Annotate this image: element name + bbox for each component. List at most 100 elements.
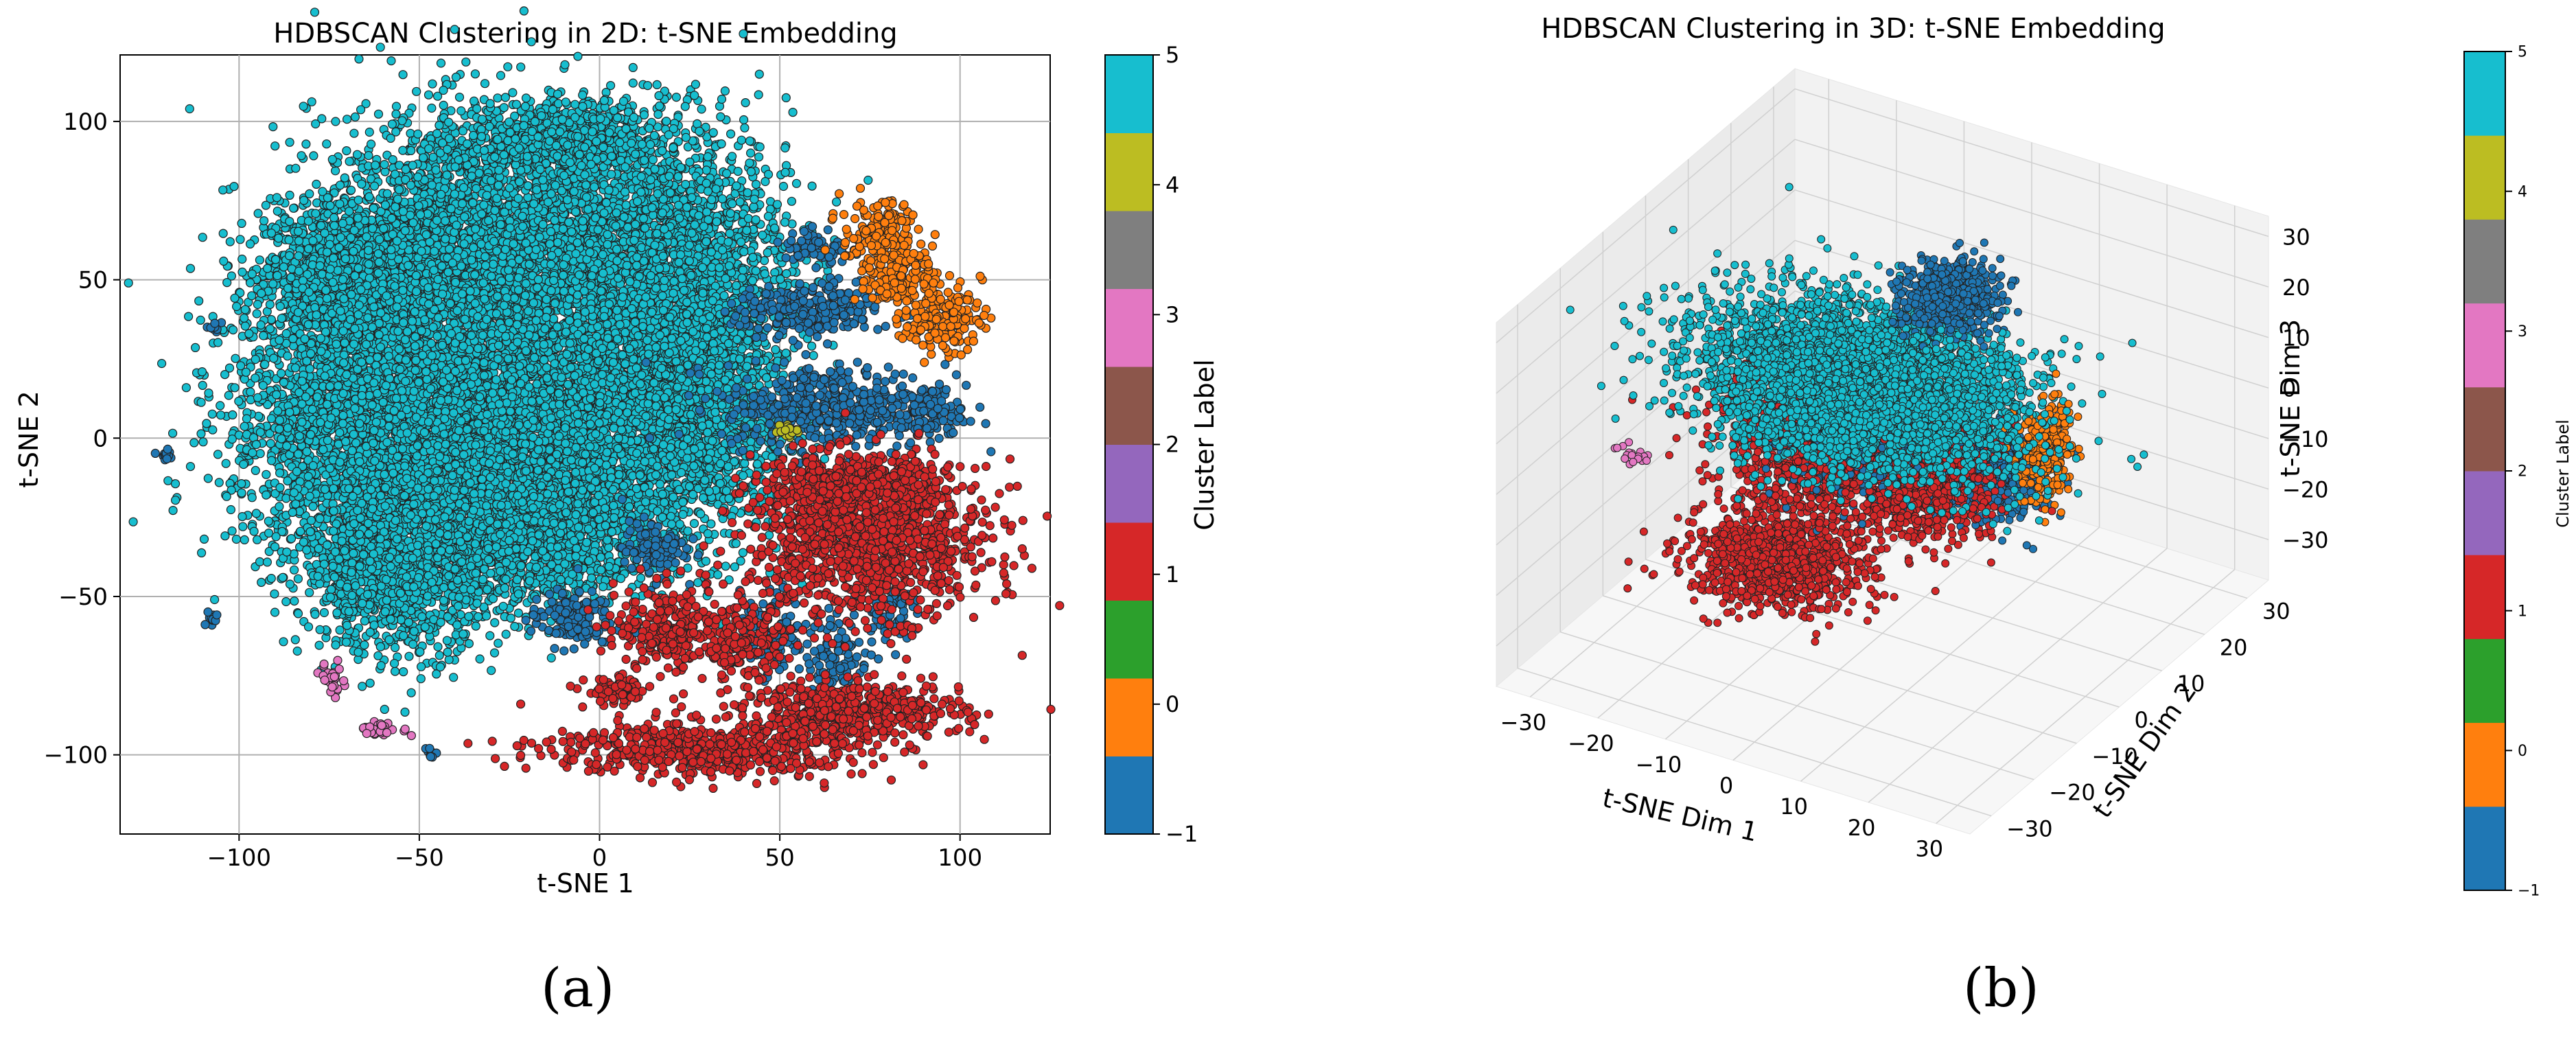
cluster-point [362, 233, 371, 241]
cluster-point [404, 262, 413, 270]
cluster-point [441, 217, 450, 225]
cluster-point [371, 182, 379, 190]
cluster-point [325, 240, 334, 248]
cluster-point [253, 310, 261, 318]
cluster-point [365, 128, 373, 137]
cluster-point [323, 140, 331, 148]
cluster-point [241, 305, 249, 314]
cluster-point [415, 202, 423, 210]
cluster-point [343, 147, 351, 155]
cluster-point [323, 294, 331, 303]
cluster-point [219, 186, 227, 194]
cluster-point [254, 209, 262, 218]
cluster-point [494, 94, 502, 102]
cluster-point [459, 200, 467, 208]
cluster-point [290, 204, 298, 212]
cluster-point [401, 227, 409, 235]
cluster-point [220, 257, 228, 265]
cluster-point [629, 63, 637, 71]
cluster-point [353, 150, 362, 159]
cluster-point [367, 140, 375, 148]
cluster-point [505, 184, 513, 192]
cluster-point [260, 217, 268, 225]
cluster-point [299, 102, 308, 111]
cluster-point [428, 181, 436, 189]
cluster-point [544, 198, 553, 207]
cluster-point [357, 106, 365, 114]
cluster-point [433, 130, 441, 138]
cluster-point [294, 252, 303, 260]
cluster-point [351, 113, 360, 121]
cluster-point [255, 256, 264, 264]
cluster-point [355, 55, 363, 63]
cluster-point [262, 201, 270, 209]
cluster-point [380, 161, 388, 169]
cluster-point [394, 195, 402, 203]
cluster-point [467, 256, 476, 264]
cluster-point [294, 227, 303, 235]
cluster-point [491, 207, 499, 215]
cluster-point [364, 246, 373, 255]
cluster-point [429, 153, 437, 161]
cluster-point [467, 172, 476, 181]
cluster-point [308, 97, 316, 106]
cluster-point [561, 60, 569, 69]
cluster-point [480, 201, 488, 209]
cluster-point [345, 207, 353, 216]
cluster-point [460, 183, 468, 192]
cluster-point [495, 166, 503, 174]
cluster-point [332, 167, 340, 175]
cluster-point [408, 161, 417, 170]
cluster-point [345, 157, 353, 165]
cluster-point [304, 217, 312, 225]
cluster-point [364, 152, 373, 160]
cluster-point [515, 286, 523, 294]
cluster-point [312, 120, 320, 128]
cluster-point [386, 134, 395, 142]
cluster-point [364, 260, 373, 268]
cluster-point [471, 70, 479, 78]
cluster-point [309, 237, 317, 245]
cluster-point [428, 80, 437, 88]
cluster-point [279, 263, 288, 271]
cluster-point [407, 146, 415, 154]
cluster-point [452, 73, 460, 81]
panel-a-2d-scatter: HDBSCAN Clustering in 2D: t-SNE Embeddin… [14, 0, 1220, 899]
cluster-point [697, 105, 706, 113]
cluster-point [547, 189, 555, 198]
cluster-point [387, 57, 395, 65]
cluster-point [457, 107, 465, 115]
cluster-point [347, 186, 356, 194]
cluster-point [472, 225, 480, 233]
cluster-point [497, 71, 505, 80]
cluster-point [483, 192, 491, 200]
cluster-point [437, 190, 445, 198]
chart-a-title: HDBSCAN Clustering in 2D: t-SNE Embeddin… [273, 18, 897, 49]
cluster-point [437, 59, 445, 67]
cluster-point [381, 201, 389, 209]
cluster-point [496, 220, 504, 229]
cluster-point [310, 152, 318, 160]
cluster-point [393, 102, 401, 111]
cluster-point [350, 129, 358, 137]
cluster-point [428, 104, 436, 113]
cluster-point [275, 234, 283, 242]
cluster-point [287, 273, 295, 281]
cluster-point [493, 194, 501, 202]
cluster-point [739, 30, 747, 38]
cluster-point [340, 174, 349, 182]
cluster-point [323, 194, 332, 202]
cluster-point [295, 267, 303, 275]
cluster-point [246, 279, 255, 287]
cluster-point [447, 205, 455, 213]
cluster-point [253, 301, 262, 309]
cluster-point [433, 216, 441, 224]
cluster-point [672, 93, 680, 102]
cluster-point [376, 43, 384, 51]
cluster-point [317, 222, 325, 230]
cluster-point [498, 277, 506, 285]
cluster-point [450, 190, 459, 198]
cluster-point [485, 216, 493, 224]
cluster-point [264, 264, 272, 273]
cluster-point [517, 63, 525, 71]
